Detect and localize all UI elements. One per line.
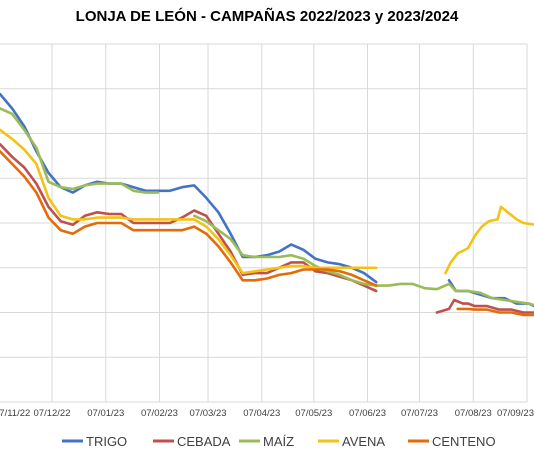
x-tick-label: 07/06/23 <box>349 408 386 419</box>
series-line-cebada <box>435 298 534 314</box>
x-tick-label: 07/04/23 <box>243 408 280 419</box>
series-line-maíz <box>0 107 160 194</box>
x-tick-label: 07/03/23 <box>190 408 227 419</box>
series-line-avena <box>444 205 534 275</box>
legend-label: CENTENO <box>432 434 496 449</box>
legend-label: TRIGO <box>86 434 127 449</box>
x-tick-label: 07/11/22 <box>0 408 30 419</box>
x-tick-label: 07/05/23 <box>295 408 332 419</box>
x-axis-ticks: 07/11/22 07/12/22 07/01/23 07/02/23 07/03/23… <box>0 408 534 419</box>
x-tick-label: 07/12/22 <box>34 408 71 419</box>
x-tick-label: 07/08/23 <box>455 408 492 419</box>
legend-label: AVENA <box>342 434 385 449</box>
series-line-avena <box>0 128 378 275</box>
gridlines <box>0 43 528 403</box>
x-tick-label: 07/09/23 <box>497 408 534 419</box>
chart-title: LONJA DE LEÓN - CAMPAÑAS 2022/2023 y 202… <box>75 8 459 25</box>
legend-label: MAÍZ <box>263 434 294 449</box>
x-tick-label: 07/07/23 <box>401 408 438 419</box>
series-lines <box>0 92 534 317</box>
series-line-centeno <box>456 307 534 317</box>
series-line-trigo <box>0 92 378 284</box>
series-line-trigo <box>447 278 534 308</box>
x-tick-label: 07/02/23 <box>141 408 178 419</box>
series-line-maíz <box>192 214 534 307</box>
x-tick-label: 07/01/23 <box>87 408 124 419</box>
series-line-centeno <box>0 150 378 287</box>
legend-label: CEBADA <box>177 434 231 449</box>
legend: TRIGO CEBADA MAÍZ AVENA CENTENO <box>62 434 496 449</box>
